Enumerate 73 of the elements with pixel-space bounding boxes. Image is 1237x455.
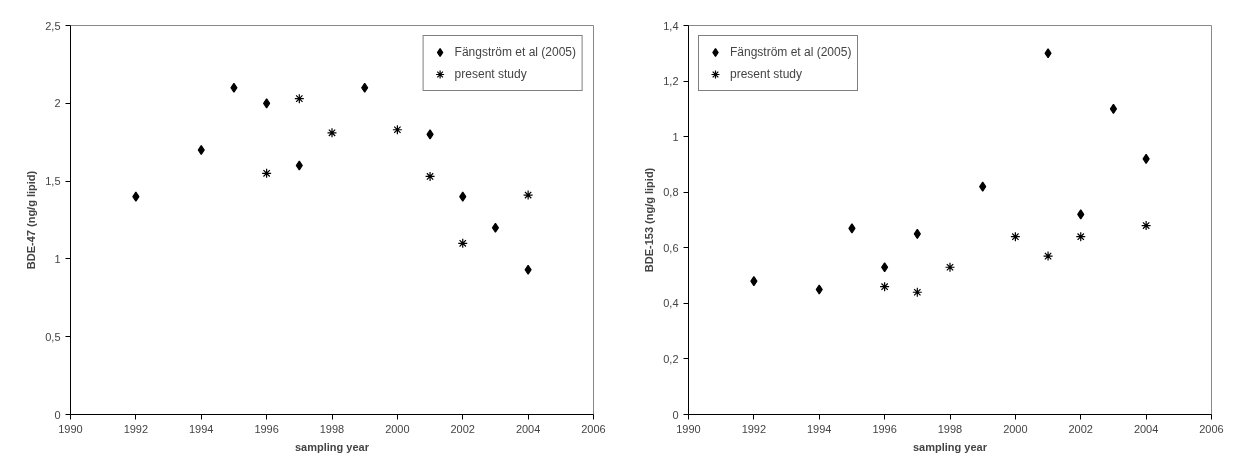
x-tick-label: 1992 [123,422,149,435]
point [392,124,403,135]
point [1044,48,1052,59]
x-tick-label: 1998 [937,422,963,435]
y-tick-label: 1,4 [663,19,679,32]
point [1077,209,1085,220]
y-tick-label: 1 [672,130,679,143]
y-tick-label: 0,8 [663,186,679,199]
point [815,284,823,295]
point [750,276,758,287]
point [491,222,500,233]
point [1142,153,1150,164]
x-tick-label: 2004 [1133,422,1159,435]
y-tick-label: 2,5 [45,19,61,32]
y-tick-label: 0,5 [45,330,61,343]
point [295,160,303,171]
point [979,181,987,192]
point [912,287,923,298]
point [294,93,305,104]
y-tick-label: 1,2 [663,75,679,88]
point [457,238,468,249]
x-tick-label: 2004 [515,422,541,435]
point [1042,251,1054,262]
point [879,281,890,292]
x-tick-label: 1994 [189,422,214,435]
x-axis-title: sampling year [913,440,988,453]
x-tick-label: 2000 [385,422,410,435]
point [230,82,238,93]
x-tick-label: 2002 [1068,422,1093,435]
point [848,223,856,234]
legend-label: Fängström et al (2005) [730,45,852,59]
y-tick-label: 0,6 [663,241,679,254]
y-tick-label: 0 [672,408,679,421]
x-tick-label: 1990 [58,422,83,435]
x-tick-label: 2006 [581,422,606,435]
point [459,191,467,202]
point [1109,103,1118,114]
x-tick-label: 1996 [872,422,897,435]
x-tick-label: 1992 [741,422,767,435]
point [913,228,921,239]
x-tick-label: 1996 [254,422,279,435]
y-tick-label: 1,5 [45,175,61,188]
y-tick-label: 0,2 [663,352,679,365]
point [881,262,889,273]
legend-label: present study [454,67,527,81]
y-axis-title: BDE-153 (ng/g lipid) [643,167,656,273]
point [132,191,140,202]
x-tick-label: 2006 [1199,422,1224,435]
point [424,171,436,182]
point [326,127,338,138]
y-axis-title: BDE-47 (ng/g lipid) [25,170,38,270]
x-axis-title: sampling year [295,440,370,453]
point [1141,220,1152,231]
point [261,168,272,179]
legend-label: Fängström et al (2005) [454,45,576,59]
point [426,129,434,140]
y-tick-label: 0,4 [663,297,679,310]
y-tick-label: 0 [54,408,61,421]
point [263,98,271,109]
y-tick-label: 2 [54,97,61,110]
point [524,264,532,275]
y-tick-label: 1 [54,252,61,265]
point [523,190,534,201]
x-tick-label: 1998 [319,422,345,435]
point [944,262,956,273]
point [1010,231,1021,242]
legend-label: present study [730,67,803,81]
x-tick-label: 1994 [807,422,832,435]
point [361,82,369,93]
x-tick-label: 2002 [450,422,475,435]
x-tick-label: 2000 [1003,422,1028,435]
x-tick-label: 1990 [676,422,701,435]
point [1075,231,1086,242]
